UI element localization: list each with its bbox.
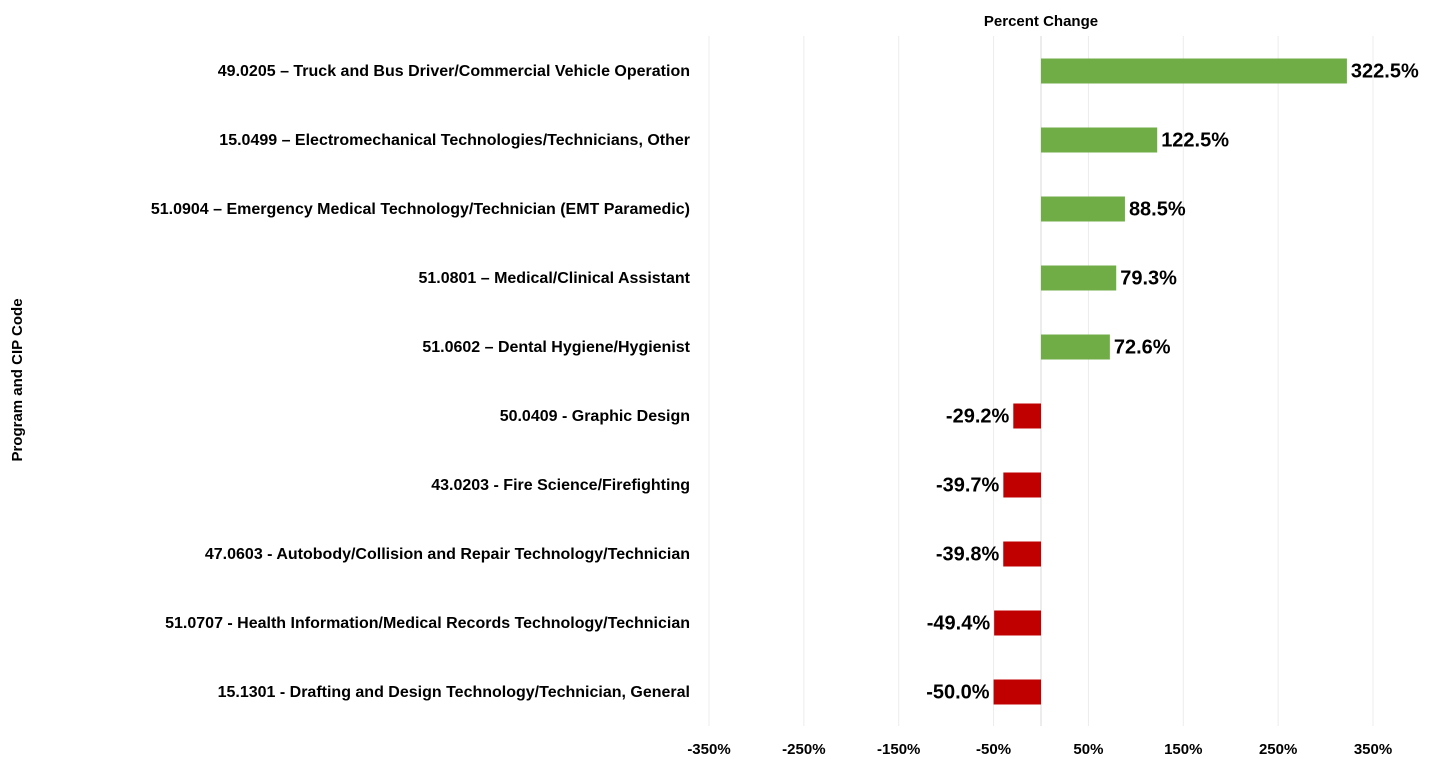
data-label: 72.6% [1114,336,1171,358]
data-label: 79.3% [1120,267,1177,289]
data-label: 88.5% [1129,198,1186,220]
x-tick-label: 250% [1259,741,1297,758]
data-label: 122.5% [1161,129,1229,151]
data-label: -50.0% [926,681,990,703]
x-tick-label: -150% [877,741,920,758]
y-tick-label: 51.0801 – Medical/Clinical Assistant [418,270,690,287]
y-tick-label: 47.0603 - Autobody/Collision and Repair … [205,546,690,563]
x-tick-label: 150% [1164,741,1202,758]
bar [993,679,1041,705]
bar [1041,265,1117,291]
y-tick-label: 51.0602 – Dental Hygiene/Hygienist [422,339,690,356]
y-tick-label: 50.0409 - Graphic Design [500,408,690,425]
bar [1013,403,1041,429]
data-label: -49.4% [927,612,991,634]
x-axis-title: Percent Change [984,13,1098,30]
x-tick-label: -250% [782,741,825,758]
data-label: -39.7% [936,474,1000,496]
data-label: -39.8% [936,543,1000,565]
bar [1003,541,1041,567]
bar [994,610,1041,636]
y-tick-label: 51.0707 - Health Information/Medical Rec… [165,615,690,632]
y-tick-label: 15.1301 - Drafting and Design Technology… [218,684,690,701]
bar [1041,127,1158,153]
y-axis-title: Program and CIP Code [9,298,26,461]
x-tick-label: 350% [1354,741,1392,758]
bar [1041,334,1110,360]
y-tick-label: 51.0904 – Emergency Medical Technology/T… [151,201,690,218]
bar [1041,196,1125,222]
y-tick-label: 43.0203 - Fire Science/Firefighting [431,477,690,494]
x-tick-label: -350% [687,741,730,758]
bar [1003,472,1041,498]
x-tick-label: -50% [976,741,1011,758]
bar [1041,58,1347,84]
y-tick-label: 49.0205 – Truck and Bus Driver/Commercia… [218,63,690,80]
data-label: -29.2% [946,405,1010,427]
x-tick-label: 50% [1073,741,1103,758]
data-label: 322.5% [1351,60,1419,82]
y-tick-label: 15.0499 – Electromechanical Technologies… [219,132,690,149]
